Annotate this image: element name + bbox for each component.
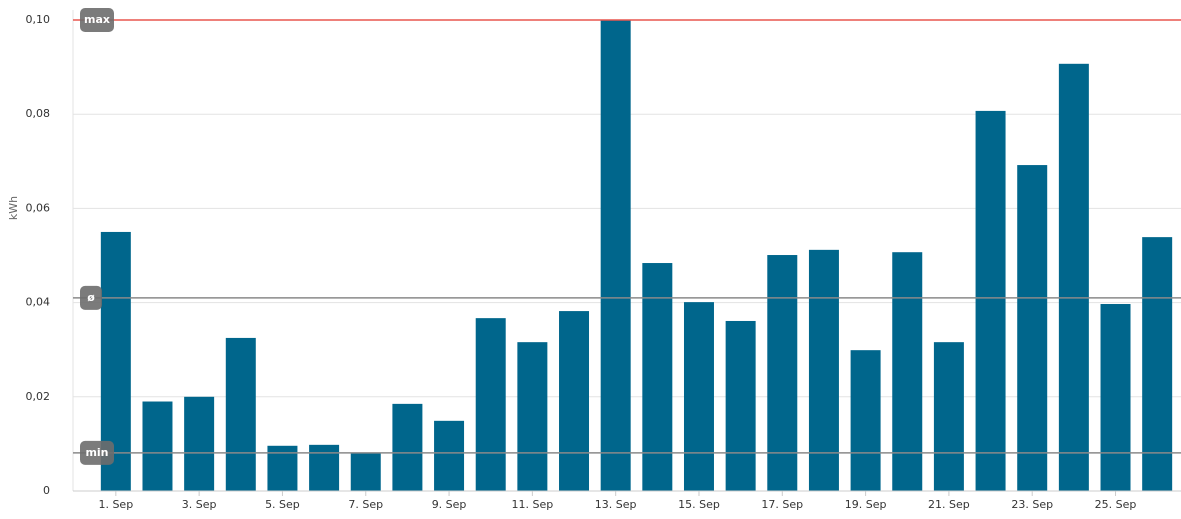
x-tick-label: 21. Sep <box>928 498 970 511</box>
x-tick-label: 15. Sep <box>678 498 720 511</box>
bar <box>434 420 465 491</box>
bar <box>1100 304 1131 491</box>
bar <box>517 342 548 491</box>
bar <box>142 401 173 491</box>
x-tick-label: 7. Sep <box>348 498 383 511</box>
x-tick-label: 11. Sep <box>511 498 553 511</box>
y-tick-label: 0,06 <box>26 201 51 214</box>
bar <box>975 110 1006 491</box>
y-tick-label: 0,10 <box>26 13 51 26</box>
x-tick-label: 5. Sep <box>265 498 300 511</box>
bar <box>184 396 215 491</box>
x-tick-label: 9. Sep <box>432 498 467 511</box>
bar <box>1142 237 1173 491</box>
x-tick-label: 19. Sep <box>845 498 887 511</box>
bar <box>350 452 381 491</box>
bar <box>475 318 506 491</box>
bar <box>559 311 590 491</box>
y-axis-label: kWh <box>7 196 20 220</box>
x-tick-label: 1. Sep <box>98 498 133 511</box>
bar <box>1017 165 1048 491</box>
bar <box>933 342 964 491</box>
reference-badge <box>80 440 114 465</box>
y-tick-label: 0 <box>43 484 50 497</box>
bar <box>850 350 881 491</box>
reference-label: min <box>85 446 108 459</box>
y-tick-label: 0,08 <box>26 107 51 120</box>
bar <box>725 320 756 491</box>
reference-badge <box>80 8 114 32</box>
bar <box>1058 63 1089 491</box>
bar <box>225 337 256 491</box>
reference-badge <box>80 285 102 310</box>
bar <box>600 20 631 491</box>
x-tick-label: 25. Sep <box>1095 498 1137 511</box>
bar <box>392 403 423 491</box>
x-tick-label: 3. Sep <box>182 498 217 511</box>
reference-label: max <box>84 13 110 26</box>
bar <box>892 252 923 491</box>
x-tick-label: 13. Sep <box>595 498 637 511</box>
bar <box>309 444 340 491</box>
x-tick-label: 23. Sep <box>1011 498 1053 511</box>
y-tick-label: 0,04 <box>26 296 51 309</box>
y-tick-label: 0,02 <box>26 390 51 403</box>
bar <box>767 255 798 491</box>
reference-label: ø <box>87 291 95 304</box>
x-tick-label: 17. Sep <box>761 498 803 511</box>
bar <box>683 302 714 491</box>
bar <box>808 249 839 491</box>
